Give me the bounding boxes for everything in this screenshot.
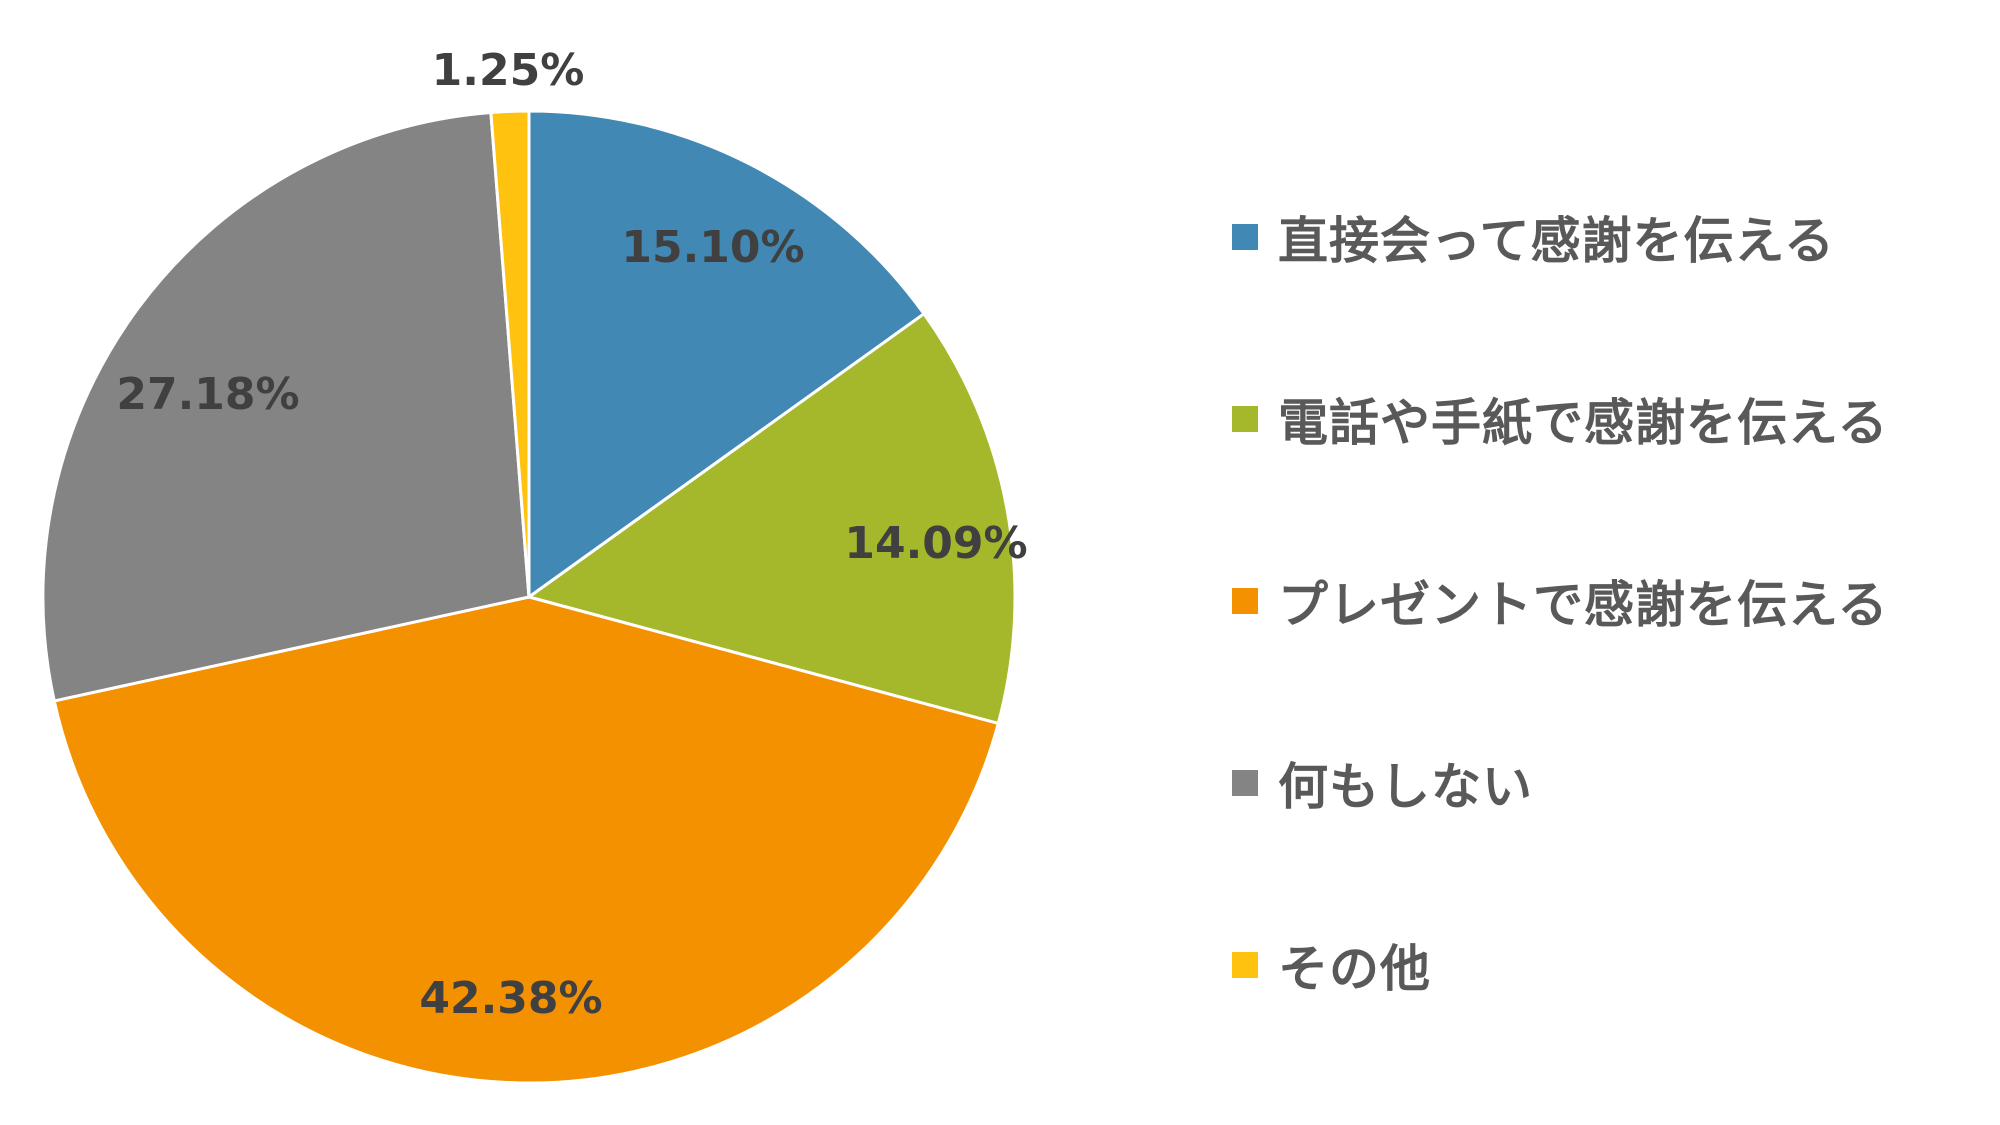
data-label-other: 1.25% bbox=[432, 45, 585, 96]
pie-slice-phone-letter bbox=[527, 312, 1017, 725]
legend-item-other: その他 bbox=[1232, 925, 1431, 1005]
legend-swatch-present bbox=[1232, 588, 1258, 614]
data-label-present: 42.38% bbox=[419, 973, 602, 1024]
data-label-phone-letter: 14.09% bbox=[844, 518, 1027, 569]
pie-slice-direct bbox=[527, 109, 926, 599]
pie-slices bbox=[41, 109, 1017, 1085]
pie-slice-present bbox=[52, 595, 1000, 1085]
legend-item-direct: 直接会って感謝を伝える bbox=[1232, 197, 1835, 277]
legend-item-phone-letter: 電話や手紙で感謝を伝える bbox=[1232, 379, 1889, 459]
legend-label-phone-letter: 電話や手紙で感謝を伝える bbox=[1278, 394, 1889, 452]
data-label-direct: 15.10% bbox=[621, 222, 804, 273]
legend-swatch-phone-letter bbox=[1232, 406, 1258, 432]
pie-slice-other bbox=[489, 109, 531, 599]
legend-item-present: プレゼントで感謝を伝える bbox=[1232, 561, 1889, 641]
data-label-nothing: 27.18% bbox=[116, 369, 299, 420]
legend-swatch-nothing bbox=[1232, 770, 1258, 796]
legend-swatch-other bbox=[1232, 952, 1258, 978]
legend-label-present: プレゼントで感謝を伝える bbox=[1278, 576, 1889, 634]
legend-label-direct: 直接会って感謝を伝える bbox=[1278, 212, 1835, 270]
pie-slice-nothing bbox=[41, 111, 531, 703]
legend: 直接会って感謝を伝える 電話や手紙で感謝を伝える プレゼントで感謝を伝える 何も… bbox=[1232, 0, 1992, 1125]
legend-item-nothing: 何もしない bbox=[1232, 743, 1533, 823]
legend-swatch-direct bbox=[1232, 224, 1258, 250]
pie-data-labels: 15.10% 14.09% 42.38% 27.18% 1.25% bbox=[116, 45, 1027, 1024]
legend-label-other: その他 bbox=[1278, 940, 1431, 998]
legend-label-nothing: 何もしない bbox=[1278, 758, 1533, 816]
